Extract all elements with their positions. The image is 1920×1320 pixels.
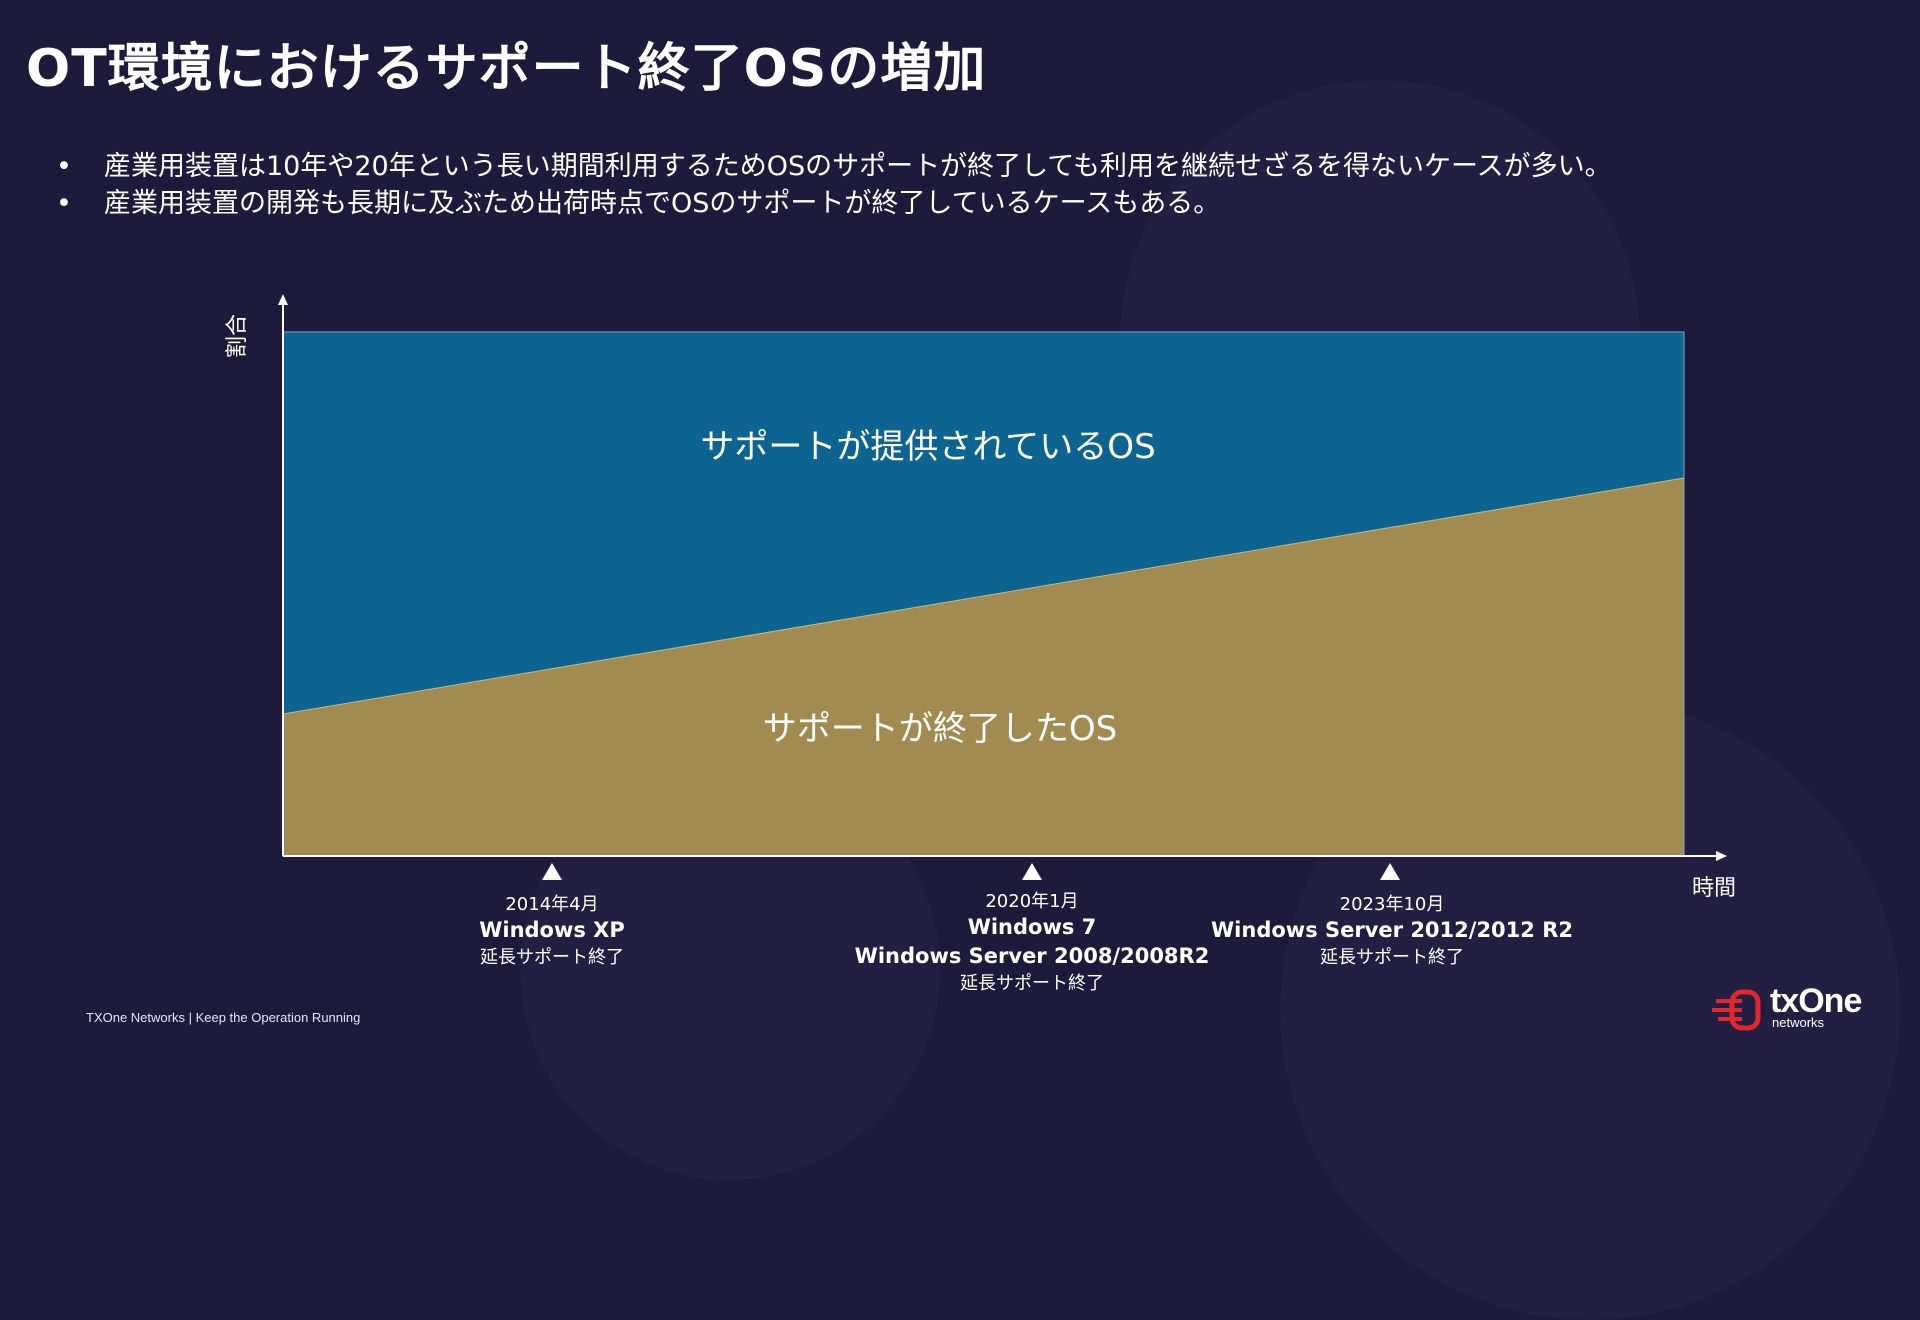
milestone-date: 2023年10月 xyxy=(1340,894,1445,915)
bullet-item: • 産業用装置の開発も長期に及ぶため出荷時点でOSのサポートが終了しているケースも… xyxy=(56,185,1612,222)
unsupported-area-label: サポートが終了したOS xyxy=(763,709,1117,749)
y-axis-arrow-icon xyxy=(278,294,288,305)
milestone-os: Windows XP xyxy=(479,918,625,942)
x-axis-label: 時間 xyxy=(1692,876,1736,901)
bullet-list: • 産業用装置は10年や20年という長い期間利用するためOSのサポートが終了しても… xyxy=(56,148,1612,222)
milestone-win7: 2020年1月 Windows 7 Windows Server 2008/20… xyxy=(855,891,1210,994)
milestone-note: 延長サポート終了 xyxy=(480,947,624,968)
milestone-server2012: 2023年10月 Windows Server 2012/2012 R2 延長サ… xyxy=(1211,894,1573,968)
bullet-item: • 産業用装置は10年や20年という長い期間利用するためOSのサポートが終了しても… xyxy=(56,148,1612,185)
milestone-note: 延長サポート終了 xyxy=(960,973,1104,994)
txone-logo-icon xyxy=(1712,989,1761,1031)
bullet-text: 産業用装置の開発も長期に及ぶため出荷時点でOSのサポートが終了しているケースもあ… xyxy=(104,188,1221,219)
supported-area-label: サポートが提供されているOS xyxy=(700,427,1155,467)
slide-title: OT環境におけるサポート終了OSの増加 xyxy=(26,39,987,99)
supported-os-area xyxy=(283,332,1684,714)
milestone-os: Windows Server 2008/2008R2 xyxy=(855,944,1210,968)
milestone-triangle-icon xyxy=(542,863,562,880)
logo-word: txOne xyxy=(1770,982,1862,1020)
txone-logo: txOne networks xyxy=(1712,982,1862,1034)
milestone-date: 2014年4月 xyxy=(505,894,598,915)
footer-text: TXOne Networks | Keep the Operation Runn… xyxy=(86,1010,361,1025)
logo-sub: networks xyxy=(1772,1015,1825,1030)
bullet-marker: • xyxy=(56,188,72,219)
bullet-marker: • xyxy=(56,151,72,182)
x-axis-arrow-icon xyxy=(1716,851,1727,861)
y-axis-label: 割合 xyxy=(225,314,250,358)
milestone-note: 延長サポート終了 xyxy=(1320,947,1464,968)
milestone-date: 2020年1月 xyxy=(985,891,1078,912)
milestone-os: Windows Server 2012/2012 R2 xyxy=(1211,918,1573,942)
bullet-text: 産業用装置は10年や20年という長い期間利用するためOSのサポートが終了しても利… xyxy=(104,151,1612,182)
unsupported-os-area xyxy=(283,478,1684,856)
os-support-chart: 割合 時間 サポートが提供されているOS サポートが終了したOS 2014年4月… xyxy=(225,294,1736,994)
milestone-triangle-icon xyxy=(1380,863,1400,880)
milestone-os: Windows 7 xyxy=(968,915,1097,939)
boundary-line xyxy=(282,477,1685,715)
milestone-xp: 2014年4月 Windows XP 延長サポート終了 xyxy=(479,894,625,968)
milestone-triangle-icon xyxy=(1022,863,1042,880)
